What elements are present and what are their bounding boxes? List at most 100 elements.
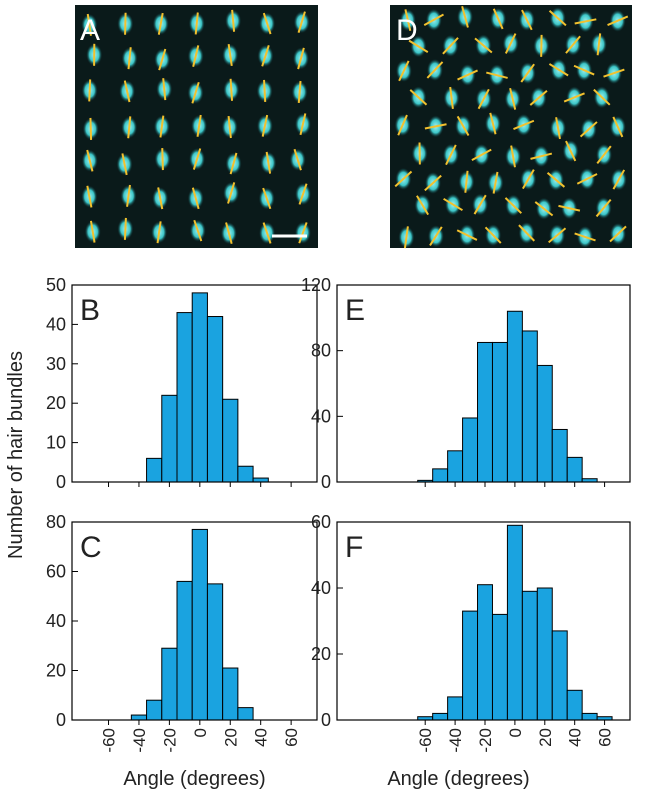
orientation-line — [423, 13, 444, 27]
orientation-line — [612, 116, 624, 138]
orientation-line — [261, 45, 270, 67]
orientation-line — [123, 80, 131, 103]
bar — [447, 696, 464, 721]
orientation-line — [424, 174, 442, 192]
orientation-line — [162, 78, 167, 101]
orientation-line — [534, 201, 554, 217]
orientation-line — [607, 15, 629, 26]
x-tick-label: -20 — [476, 728, 495, 753]
micrograph-a — [75, 5, 318, 248]
y-tick-label: 50 — [46, 275, 66, 295]
bar — [536, 587, 553, 721]
bar — [161, 647, 178, 721]
orientation-line — [193, 219, 203, 242]
orientation-line — [492, 171, 499, 194]
orientation-line — [121, 153, 128, 176]
x-tick-label: 20 — [536, 728, 555, 747]
orientation-line — [394, 170, 413, 188]
orientation-line — [509, 87, 517, 110]
orientation-line — [298, 183, 308, 205]
orientation-line — [408, 39, 429, 53]
orientation-line — [521, 9, 533, 31]
orientation-line — [593, 88, 611, 106]
orientation-line — [127, 116, 132, 139]
orientation-line — [510, 145, 516, 168]
orientation-line — [416, 195, 430, 216]
bar — [146, 457, 163, 483]
orientation-line — [409, 89, 428, 106]
bar — [447, 450, 464, 483]
orientation-line — [555, 117, 561, 140]
orientation-line — [231, 9, 236, 32]
y-tick-label: 10 — [46, 433, 66, 453]
orientation-line — [156, 221, 162, 244]
orientation-line — [126, 184, 131, 207]
x-tick-label: 0 — [506, 728, 525, 737]
orientation-line — [609, 225, 627, 243]
orientation-line — [157, 187, 164, 210]
orientation-line — [298, 222, 308, 244]
x-tick-label: -60 — [416, 728, 435, 753]
orientation-line — [227, 43, 233, 67]
panel-label: A — [80, 14, 100, 47]
orientation-line — [227, 182, 236, 204]
orientation-line — [404, 9, 412, 32]
orientation-line — [504, 33, 517, 54]
x-tick-label: 0 — [191, 728, 210, 737]
orientation-line — [546, 172, 566, 188]
y-tick-label: 40 — [311, 406, 331, 426]
orientation-line — [86, 149, 94, 172]
orientation-line — [442, 37, 459, 55]
panel-label: E — [345, 294, 365, 327]
y-tick-label: 0 — [56, 472, 66, 492]
bar — [506, 310, 523, 483]
orientation-line — [486, 71, 508, 79]
orientation-line — [227, 115, 232, 139]
orientation-line — [530, 152, 553, 160]
micrograph-d — [390, 5, 632, 249]
bar — [161, 394, 178, 483]
orientation-line — [520, 63, 535, 83]
y-tick-label: 120 — [301, 275, 331, 295]
x-axis-label: Angle (degrees) — [387, 768, 529, 790]
orientation-line — [159, 115, 165, 138]
orientation-line — [576, 173, 598, 185]
orientation-line — [429, 226, 443, 246]
orientation-line — [574, 232, 596, 242]
orientation-line — [484, 226, 502, 244]
bar — [491, 613, 508, 721]
bar — [551, 630, 568, 721]
orientation-line — [86, 185, 93, 208]
x-tick-label: 20 — [221, 728, 240, 747]
y-tick-label: 0 — [56, 710, 66, 730]
x-tick-label: -20 — [160, 728, 179, 753]
panel-label: B — [80, 294, 100, 327]
y-tick-label: 0 — [321, 710, 331, 730]
orientation-line — [293, 148, 302, 171]
bar — [432, 712, 449, 721]
orientation-line — [489, 112, 497, 135]
x-tick-label: 40 — [566, 728, 585, 747]
bar — [491, 341, 508, 483]
y-tick-label: 40 — [46, 611, 66, 631]
bar — [191, 292, 208, 483]
bar — [521, 590, 538, 721]
bar — [551, 428, 568, 483]
x-tick-label: 60 — [596, 728, 615, 747]
orientation-line — [456, 229, 478, 241]
bar — [176, 580, 193, 721]
bar — [432, 468, 449, 483]
orientation-line — [474, 37, 493, 54]
orientation-line — [261, 114, 269, 137]
orientation-line — [548, 9, 567, 27]
y-tick-label: 20 — [311, 644, 331, 664]
bar — [222, 398, 239, 483]
orientation-line — [192, 45, 200, 68]
plot-frame — [71, 284, 318, 483]
orientation-line — [456, 115, 470, 137]
x-tick-label: -40 — [446, 728, 465, 753]
orientation-line — [461, 6, 469, 28]
orientation-line — [565, 140, 577, 162]
orientation-line — [86, 13, 92, 36]
